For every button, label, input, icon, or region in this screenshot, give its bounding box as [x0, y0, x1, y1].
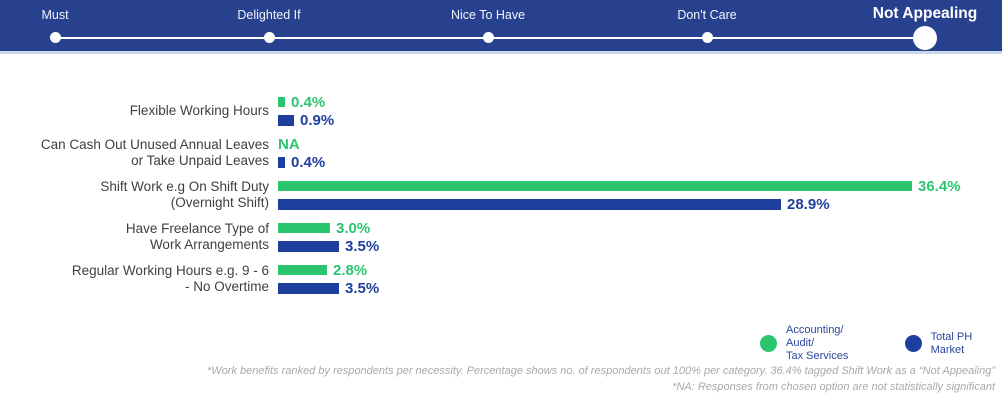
chart-row-cash-out-leaves: Can Cash Out Unused Annual Leaves or Tak…: [0, 135, 1002, 171]
value-label-accounting: 36.4%: [918, 177, 961, 195]
bar-chart: Flexible Working Hours 0.4% 0.9% Can Cas…: [0, 54, 1002, 297]
slider-dot-delighted-if-icon[interactable]: [263, 32, 275, 43]
footnote-line-2: *NA: Responses from chosen option are no…: [672, 381, 995, 393]
category-label: Flexible Working Hours: [129, 103, 269, 118]
chart-row-regular-hours: Regular Working Hours e.g. 9 - 6 - No Ov…: [0, 261, 1002, 297]
value-label-accounting: 2.8%: [333, 261, 368, 279]
value-label-market: 3.5%: [345, 237, 380, 255]
rating-scale-bar: Must Delighted If Nice To Have Don't Car…: [0, 0, 1002, 54]
bar-market: [278, 114, 294, 126]
bar-accounting: [278, 97, 285, 107]
scale-label-must: Must: [41, 8, 69, 22]
category-label: Shift Work e.g On Shift Duty (Overnight …: [100, 179, 269, 210]
scale-label-dont-care: Don't Care: [677, 8, 737, 22]
slider-dot-nice-to-have-icon[interactable]: [482, 32, 494, 43]
category-label: Can Cash Out Unused Annual Leaves or Tak…: [40, 137, 269, 168]
chart-legend: Accounting/ Audit/ Tax Services Total PH…: [760, 324, 1002, 363]
slider-dot-dont-care-icon[interactable]: [701, 32, 713, 43]
legend-dot-blue-icon: [904, 335, 922, 352]
bar-accounting: [278, 265, 327, 275]
bar-accounting: [278, 223, 330, 233]
legend-item-accounting: Accounting/ Audit/ Tax Services: [760, 324, 867, 363]
bar-market: [278, 198, 781, 210]
footnote-line-1: *Work benefits ranked by respondents per…: [207, 365, 995, 377]
value-label-accounting: 0.4%: [291, 93, 326, 111]
legend-item-total-ph-market: Total PH Market: [904, 331, 1002, 357]
chart-row-flexible-hours: Flexible Working Hours 0.4% 0.9%: [0, 93, 1002, 129]
scale-label-nice-to-have: Nice To Have: [450, 8, 526, 22]
value-label-accounting: NA: [278, 135, 300, 153]
footnotes: *Work benefits ranked by respondents per…: [207, 363, 995, 395]
category-label: Regular Working Hours e.g. 9 - 6 - No Ov…: [71, 263, 269, 294]
bar-market: [278, 240, 339, 252]
slider-handle-not-appealing-icon[interactable]: [913, 26, 937, 50]
bar-market: [278, 156, 285, 168]
slider-dot-must-icon[interactable]: [49, 32, 61, 43]
value-label-market: 0.4%: [291, 153, 326, 171]
category-label: Have Freelance Type of Work Arrangements: [125, 221, 269, 252]
bar-market: [278, 282, 339, 294]
chart-row-shift-work: Shift Work e.g On Shift Duty (Overnight …: [0, 177, 1002, 213]
value-label-accounting: 3.0%: [336, 219, 371, 237]
chart-row-freelance: Have Freelance Type of Work Arrangements…: [0, 219, 1002, 255]
value-label-market: 0.9%: [300, 111, 335, 129]
bar-accounting: [278, 181, 912, 191]
legend-dot-green-icon: [760, 335, 777, 352]
value-label-market: 28.9%: [787, 195, 830, 213]
scale-label-delighted-if: Delighted If: [237, 8, 301, 22]
value-label-market: 3.5%: [345, 279, 380, 297]
scale-label-not-appealing: Not Appealing: [872, 5, 978, 22]
